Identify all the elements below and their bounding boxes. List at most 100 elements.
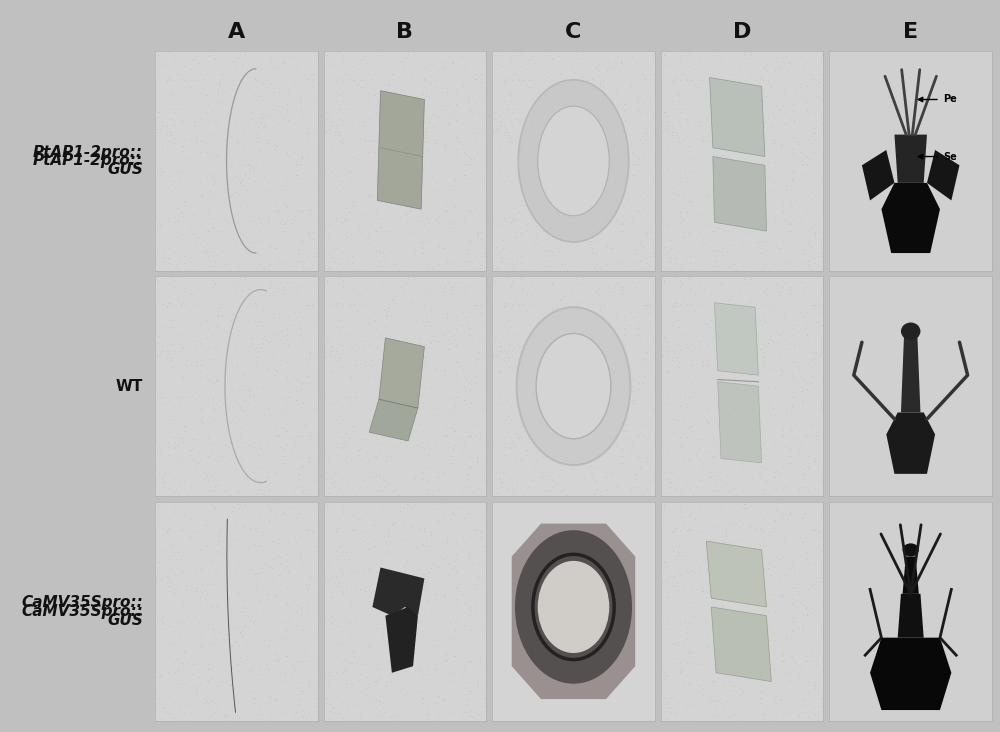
Point — [268, 365, 284, 376]
Point — [800, 676, 816, 687]
Point — [574, 70, 590, 81]
Point — [656, 106, 672, 118]
Point — [574, 350, 590, 362]
Point — [551, 261, 567, 272]
Point — [692, 161, 708, 173]
Point — [248, 382, 264, 394]
Point — [666, 347, 682, 359]
Point — [159, 95, 175, 107]
Point — [254, 337, 270, 348]
Point — [302, 346, 318, 358]
Point — [673, 214, 689, 226]
Point — [166, 666, 182, 678]
Point — [573, 380, 589, 392]
Point — [256, 171, 272, 182]
Point — [254, 607, 270, 619]
Point — [369, 659, 385, 671]
Point — [258, 109, 274, 121]
Point — [476, 687, 492, 698]
Point — [416, 274, 432, 285]
Point — [712, 342, 728, 354]
Point — [335, 53, 351, 65]
Point — [439, 606, 455, 618]
Point — [337, 640, 353, 652]
Point — [323, 319, 339, 331]
Point — [155, 523, 171, 535]
Point — [170, 456, 186, 468]
Point — [801, 504, 817, 516]
Point — [545, 110, 561, 122]
Point — [654, 571, 670, 583]
Point — [203, 156, 219, 168]
Point — [212, 627, 228, 638]
Point — [263, 528, 279, 539]
Point — [814, 467, 830, 479]
Point — [360, 681, 376, 693]
Point — [238, 556, 254, 568]
Point — [437, 507, 453, 518]
Point — [782, 444, 798, 455]
Point — [214, 486, 230, 498]
Point — [162, 287, 178, 299]
Point — [228, 344, 244, 356]
Point — [780, 450, 796, 462]
Point — [695, 360, 711, 372]
Point — [638, 353, 654, 365]
Point — [488, 441, 504, 452]
Point — [154, 565, 170, 577]
Point — [755, 430, 771, 442]
Point — [376, 546, 392, 558]
Point — [280, 339, 296, 351]
Point — [467, 130, 483, 141]
Point — [429, 483, 445, 495]
Point — [363, 652, 379, 664]
Point — [304, 485, 320, 496]
Point — [403, 509, 419, 521]
Point — [581, 220, 597, 231]
Point — [714, 474, 730, 486]
Point — [300, 73, 316, 85]
Point — [260, 48, 276, 60]
Point — [303, 488, 319, 499]
Point — [627, 244, 643, 255]
Point — [301, 558, 317, 569]
Point — [230, 440, 246, 452]
Point — [382, 536, 398, 548]
Point — [785, 143, 801, 154]
Point — [410, 165, 426, 176]
Point — [668, 62, 684, 74]
Point — [425, 376, 441, 388]
Point — [242, 679, 258, 690]
Point — [318, 337, 334, 349]
Point — [447, 373, 463, 384]
Point — [244, 107, 260, 119]
Point — [671, 565, 687, 577]
Point — [355, 85, 371, 97]
Point — [334, 216, 350, 228]
Point — [494, 60, 510, 72]
Point — [737, 486, 753, 498]
Point — [429, 111, 445, 122]
Point — [277, 690, 293, 702]
Point — [735, 109, 751, 121]
Point — [218, 291, 234, 302]
Point — [746, 158, 762, 170]
Point — [406, 46, 422, 58]
Point — [587, 129, 603, 141]
Point — [401, 676, 417, 688]
Point — [428, 585, 444, 597]
Point — [629, 204, 645, 216]
Point — [173, 73, 189, 85]
Point — [454, 482, 470, 494]
Point — [193, 337, 209, 349]
Point — [391, 611, 407, 623]
Point — [683, 421, 699, 433]
Point — [595, 138, 611, 149]
Point — [699, 498, 715, 509]
Point — [391, 621, 407, 633]
Point — [793, 146, 809, 157]
Point — [723, 52, 739, 64]
Point — [656, 274, 672, 285]
Point — [491, 445, 507, 457]
Point — [269, 591, 285, 602]
